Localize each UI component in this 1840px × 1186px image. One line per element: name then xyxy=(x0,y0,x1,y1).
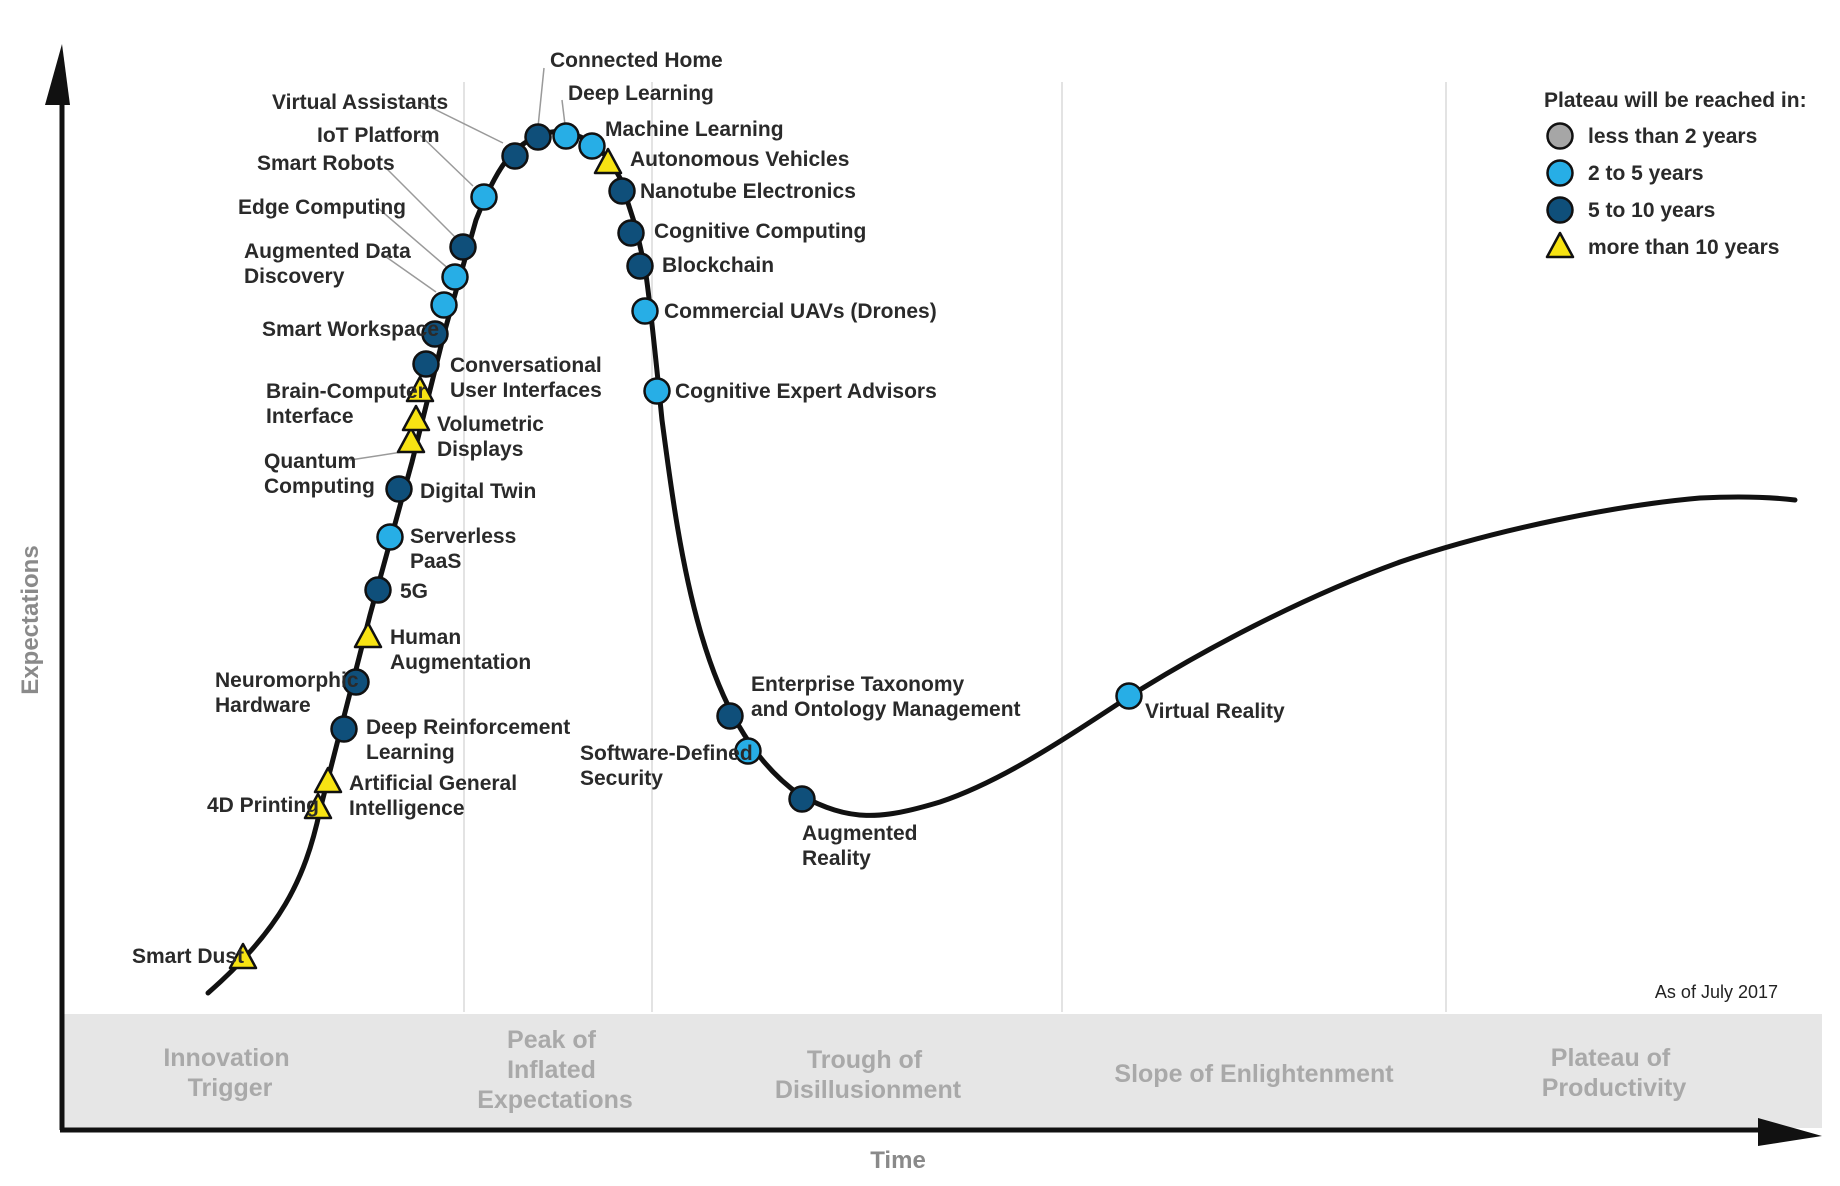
legend-marker-more-than-10-years xyxy=(1545,231,1575,259)
tech-marker-connected-home xyxy=(524,123,552,151)
tech-marker-virtual-assistants xyxy=(501,142,529,170)
tech-label-digital-twin: Digital Twin xyxy=(420,480,536,503)
tech-marker-4d-printing xyxy=(303,792,333,820)
tech-label-deep-reinforcement-learning: Deep Reinforcement Learning xyxy=(366,716,570,764)
tech-marker-human-augmentation xyxy=(353,621,383,649)
legend-label-less-than-2-years: less than 2 years xyxy=(1588,125,1757,148)
tech-marker-iot-platform xyxy=(470,183,498,211)
tech-marker-enterprise-taxonomy-and-ontology-management xyxy=(716,702,744,730)
tech-label-virtual-assistants: Virtual Assistants xyxy=(272,91,448,114)
legend-marker-2-to-5-years xyxy=(1546,159,1574,187)
tech-marker-artificial-general-intelligence xyxy=(313,766,343,794)
tech-label-iot-platform: IoT Platform xyxy=(317,124,440,147)
y-axis-label: Expectations xyxy=(17,545,44,694)
tech-marker-machine-learning xyxy=(578,132,606,160)
tech-label-augmented-reality: Augmented Reality xyxy=(802,822,918,870)
tech-label-autonomous-vehicles: Autonomous Vehicles xyxy=(630,148,849,171)
tech-label-4d-printing: 4D Printing xyxy=(207,794,319,817)
tech-label-serverless-paas: Serverless PaaS xyxy=(410,525,516,573)
tech-label-virtual-reality: Virtual Reality xyxy=(1145,700,1285,723)
tech-marker-cognitive-expert-advisors xyxy=(643,377,671,405)
tech-marker-deep-reinforcement-learning xyxy=(330,715,358,743)
tech-label-commercial-uavs-drones: Commercial UAVs (Drones) xyxy=(664,300,937,323)
tech-label-neuromorphic-hardware: Neuromorphic Hardware xyxy=(215,669,359,717)
legend: Plateau will be reached in: less than 2 … xyxy=(1544,89,1807,259)
tech-marker-software-defined-security xyxy=(734,737,762,765)
legend-title: Plateau will be reached in: xyxy=(1544,89,1807,112)
tech-label-conversational-user-interfaces: Conversational User Interfaces xyxy=(450,354,602,402)
tech-marker-blockchain xyxy=(626,252,654,280)
axes xyxy=(45,44,1822,1146)
tech-label-cognitive-computing: Cognitive Computing xyxy=(654,220,866,243)
tech-marker-conversational-user-interfaces xyxy=(412,350,440,378)
tech-marker-smart-workspace xyxy=(421,320,449,348)
x-axis-arrowhead xyxy=(1758,1118,1822,1146)
tech-label-smart-dust: Smart Dust xyxy=(132,945,244,968)
tech-label-machine-learning: Machine Learning xyxy=(605,118,784,141)
tech-marker-quantum-computing xyxy=(396,426,426,454)
x-axis-label: Time xyxy=(870,1147,926,1174)
tech-label-smart-robots: Smart Robots xyxy=(257,152,395,175)
as-of-date: As of July 2017 xyxy=(1655,982,1778,1002)
tech-label-nanotube-electronics: Nanotube Electronics xyxy=(640,180,856,203)
phase-label-innovation-trigger: Innovation Trigger xyxy=(163,1044,296,1102)
y-axis-arrowhead xyxy=(45,44,70,105)
phase-label-peak: Peak of Inflated Expectations xyxy=(477,1026,633,1114)
tech-label-smart-workspace: Smart Workspace xyxy=(262,318,439,341)
tech-label-5g: 5G xyxy=(400,580,428,603)
tech-marker-serverless-paas xyxy=(376,523,404,551)
phase-band xyxy=(62,1014,1822,1128)
phase-label-trough: Trough of Disillusionment xyxy=(775,1046,962,1104)
label-leaders xyxy=(349,67,567,461)
tech-label-software-defined-security: Software-Defined Security xyxy=(580,742,753,790)
tech-label-enterprise-taxonomy-and-ontology-management: Enterprise Taxonomy and Ontology Manageme… xyxy=(751,673,1021,721)
technology-markers xyxy=(228,122,1143,970)
tech-label-quantum-computing: Quantum Computing xyxy=(264,450,375,498)
tech-marker-augmented-reality xyxy=(788,785,816,813)
tech-marker-nanotube-electronics xyxy=(608,177,636,205)
tech-label-cognitive-expert-advisors: Cognitive Expert Advisors xyxy=(675,380,937,403)
phase-label-slope: Slope of Enlightenment xyxy=(1114,1060,1394,1088)
tech-marker-augmented-data-discovery xyxy=(430,291,458,319)
legend-marker-5-to-10-years xyxy=(1546,196,1574,224)
phase-dividers xyxy=(463,82,1447,1012)
technology-labels: Smart Dust 4D Printing Artificial General I… xyxy=(132,49,1285,968)
tech-marker-5g xyxy=(364,576,392,604)
tech-label-deep-learning: Deep Learning xyxy=(568,82,714,105)
tech-marker-commercial-uavs-drones xyxy=(631,297,659,325)
legend-marker-less-than-2-years xyxy=(1546,122,1574,150)
tech-label-brain-computer-interface: Brain-Computer Interface xyxy=(266,380,426,428)
tech-label-blockchain: Blockchain xyxy=(662,254,774,277)
phase-label-plateau: Plateau of Productivity xyxy=(1542,1044,1687,1102)
legend-items: less than 2 years 2 to 5 years 5 to 10 yea… xyxy=(1545,122,1779,259)
legend-label-2-to-5-years: 2 to 5 years xyxy=(1588,162,1704,185)
tech-marker-autonomous-vehicles xyxy=(593,147,623,175)
tech-marker-virtual-reality xyxy=(1115,682,1143,710)
tech-label-connected-home: Connected Home xyxy=(550,49,723,72)
legend-label-more-than-10-years: more than 10 years xyxy=(1588,236,1779,259)
tech-marker-deep-learning xyxy=(552,122,580,150)
tech-marker-edge-computing xyxy=(441,263,469,291)
tech-marker-smart-dust xyxy=(228,942,258,970)
tech-label-augmented-data-discovery: Augmented Data Discovery xyxy=(244,240,411,288)
tech-label-human-augmentation: Human Augmentation xyxy=(390,626,531,674)
tech-marker-smart-robots xyxy=(449,233,477,261)
phase-labels: Innovation Trigger Peak of Inflated Expe… xyxy=(163,1026,1686,1114)
tech-marker-cognitive-computing xyxy=(617,219,645,247)
tech-marker-neuromorphic-hardware xyxy=(342,668,370,696)
tech-marker-brain-computer-interface xyxy=(405,375,435,403)
tech-marker-digital-twin xyxy=(385,475,413,503)
tech-marker-volumetric-displays xyxy=(401,404,431,432)
tech-label-edge-computing: Edge Computing xyxy=(238,196,406,219)
legend-label-5-to-10-years: 5 to 10 years xyxy=(1588,199,1715,222)
tech-label-volumetric-displays: Volumetric Displays xyxy=(437,413,544,461)
tech-label-artificial-general-intelligence: Artificial General Intelligence xyxy=(349,772,517,820)
